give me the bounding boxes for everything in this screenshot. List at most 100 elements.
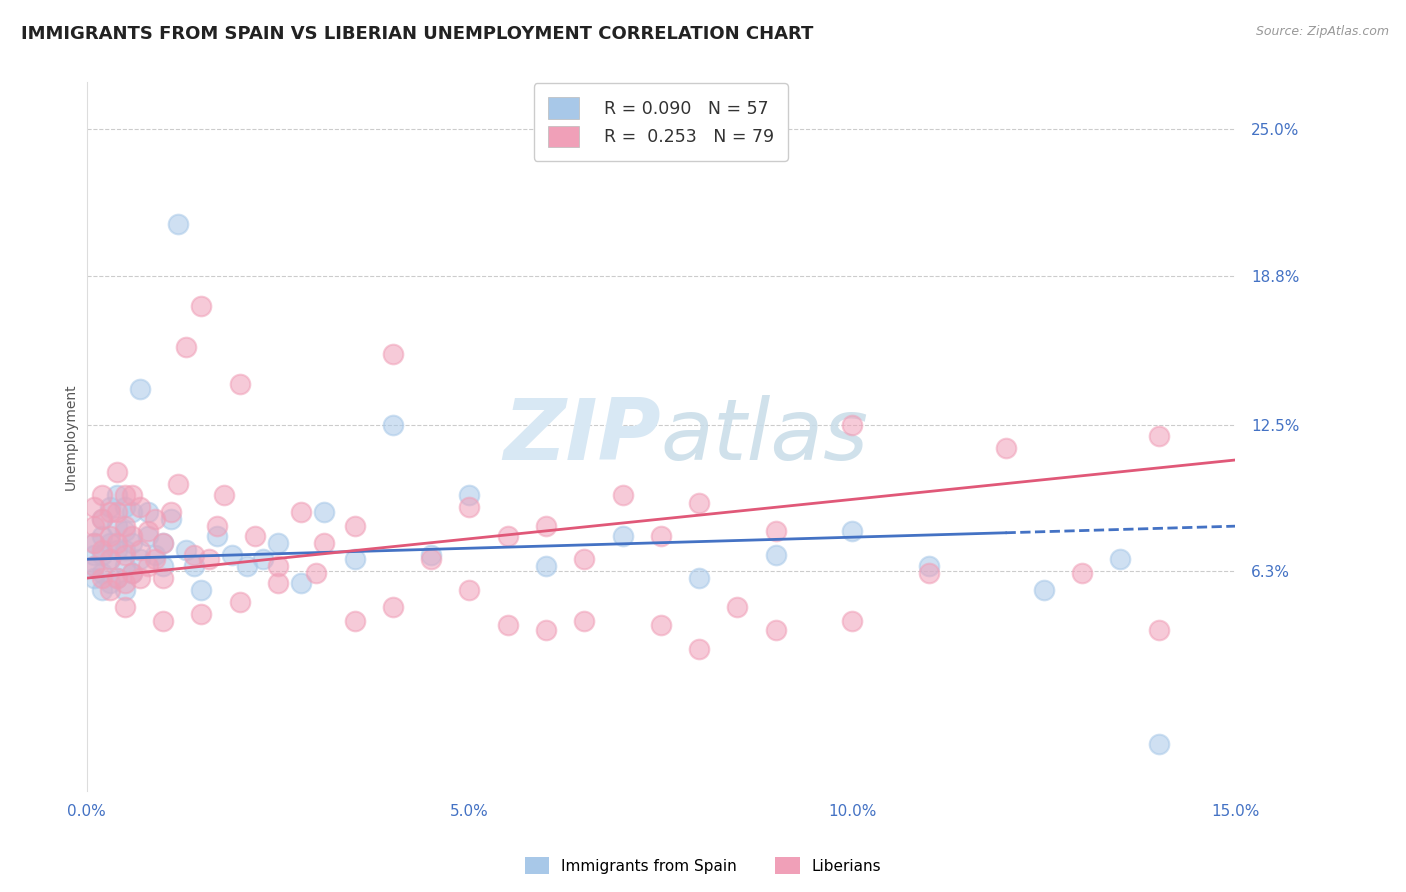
Point xyxy=(574,552,596,566)
Point xyxy=(381,346,404,360)
Point xyxy=(458,500,481,515)
Point xyxy=(765,623,787,637)
Point xyxy=(243,528,266,542)
Point xyxy=(167,217,190,231)
Point xyxy=(167,476,190,491)
Point xyxy=(918,559,941,574)
Point xyxy=(312,505,335,519)
Point xyxy=(420,552,443,566)
Point xyxy=(136,505,159,519)
Point xyxy=(90,528,112,542)
Point xyxy=(174,542,197,557)
Point xyxy=(205,528,228,542)
Point xyxy=(650,618,672,632)
Point xyxy=(1109,552,1132,566)
Point xyxy=(496,528,519,542)
Point xyxy=(114,599,136,614)
Point xyxy=(114,519,136,533)
Point xyxy=(129,552,152,566)
Point xyxy=(90,571,112,585)
Point xyxy=(1071,566,1094,581)
Point xyxy=(290,505,312,519)
Point xyxy=(534,519,557,533)
Point xyxy=(688,571,710,585)
Point xyxy=(190,299,212,313)
Point xyxy=(105,488,128,502)
Point xyxy=(612,488,634,502)
Point xyxy=(83,559,105,574)
Point xyxy=(90,488,112,502)
Point xyxy=(1032,582,1054,597)
Point xyxy=(90,512,112,526)
Point xyxy=(83,548,105,562)
Point xyxy=(105,519,128,533)
Point xyxy=(267,535,290,549)
Point xyxy=(343,614,366,628)
Point xyxy=(129,500,152,515)
Point xyxy=(121,488,143,502)
Point xyxy=(105,505,128,519)
Point xyxy=(152,535,174,549)
Point xyxy=(381,417,404,432)
Point xyxy=(190,582,212,597)
Point xyxy=(221,548,243,562)
Point xyxy=(90,512,112,526)
Point xyxy=(98,500,121,515)
Point xyxy=(290,575,312,590)
Point xyxy=(190,607,212,621)
Point xyxy=(90,548,112,562)
Point xyxy=(1147,429,1170,443)
Point xyxy=(83,559,105,574)
Point xyxy=(198,552,221,566)
Point xyxy=(534,559,557,574)
Point xyxy=(994,441,1017,455)
Point xyxy=(98,575,121,590)
Point xyxy=(1147,737,1170,751)
Point xyxy=(114,488,136,502)
Point xyxy=(458,582,481,597)
Point xyxy=(228,595,250,609)
Point xyxy=(458,488,481,502)
Point xyxy=(145,552,167,566)
Point xyxy=(765,524,787,538)
Y-axis label: Unemployment: Unemployment xyxy=(65,383,79,490)
Point xyxy=(312,535,335,549)
Point xyxy=(236,559,259,574)
Point xyxy=(152,535,174,549)
Point xyxy=(688,642,710,657)
Point xyxy=(90,582,112,597)
Point xyxy=(105,571,128,585)
Point xyxy=(152,559,174,574)
Point xyxy=(650,528,672,542)
Point xyxy=(121,566,143,581)
Point xyxy=(98,552,121,566)
Text: IMMIGRANTS FROM SPAIN VS LIBERIAN UNEMPLOYMENT CORRELATION CHART: IMMIGRANTS FROM SPAIN VS LIBERIAN UNEMPL… xyxy=(21,25,814,43)
Point xyxy=(496,618,519,632)
Point xyxy=(90,542,112,557)
Point xyxy=(183,548,205,562)
Point xyxy=(114,542,136,557)
Point xyxy=(121,528,143,542)
Point xyxy=(612,528,634,542)
Point xyxy=(121,535,143,549)
Point xyxy=(228,377,250,392)
Point xyxy=(105,571,128,585)
Point xyxy=(267,559,290,574)
Text: atlas: atlas xyxy=(661,395,869,478)
Point xyxy=(574,614,596,628)
Point xyxy=(252,552,274,566)
Point xyxy=(105,465,128,479)
Point xyxy=(83,535,105,549)
Point xyxy=(765,548,787,562)
Point xyxy=(841,614,863,628)
Point xyxy=(83,519,105,533)
Point xyxy=(90,566,112,581)
Point xyxy=(183,559,205,574)
Point xyxy=(98,535,121,549)
Point xyxy=(105,542,128,557)
Point xyxy=(129,382,152,396)
Point xyxy=(159,512,181,526)
Point xyxy=(121,566,143,581)
Point xyxy=(381,599,404,614)
Point xyxy=(129,542,152,557)
